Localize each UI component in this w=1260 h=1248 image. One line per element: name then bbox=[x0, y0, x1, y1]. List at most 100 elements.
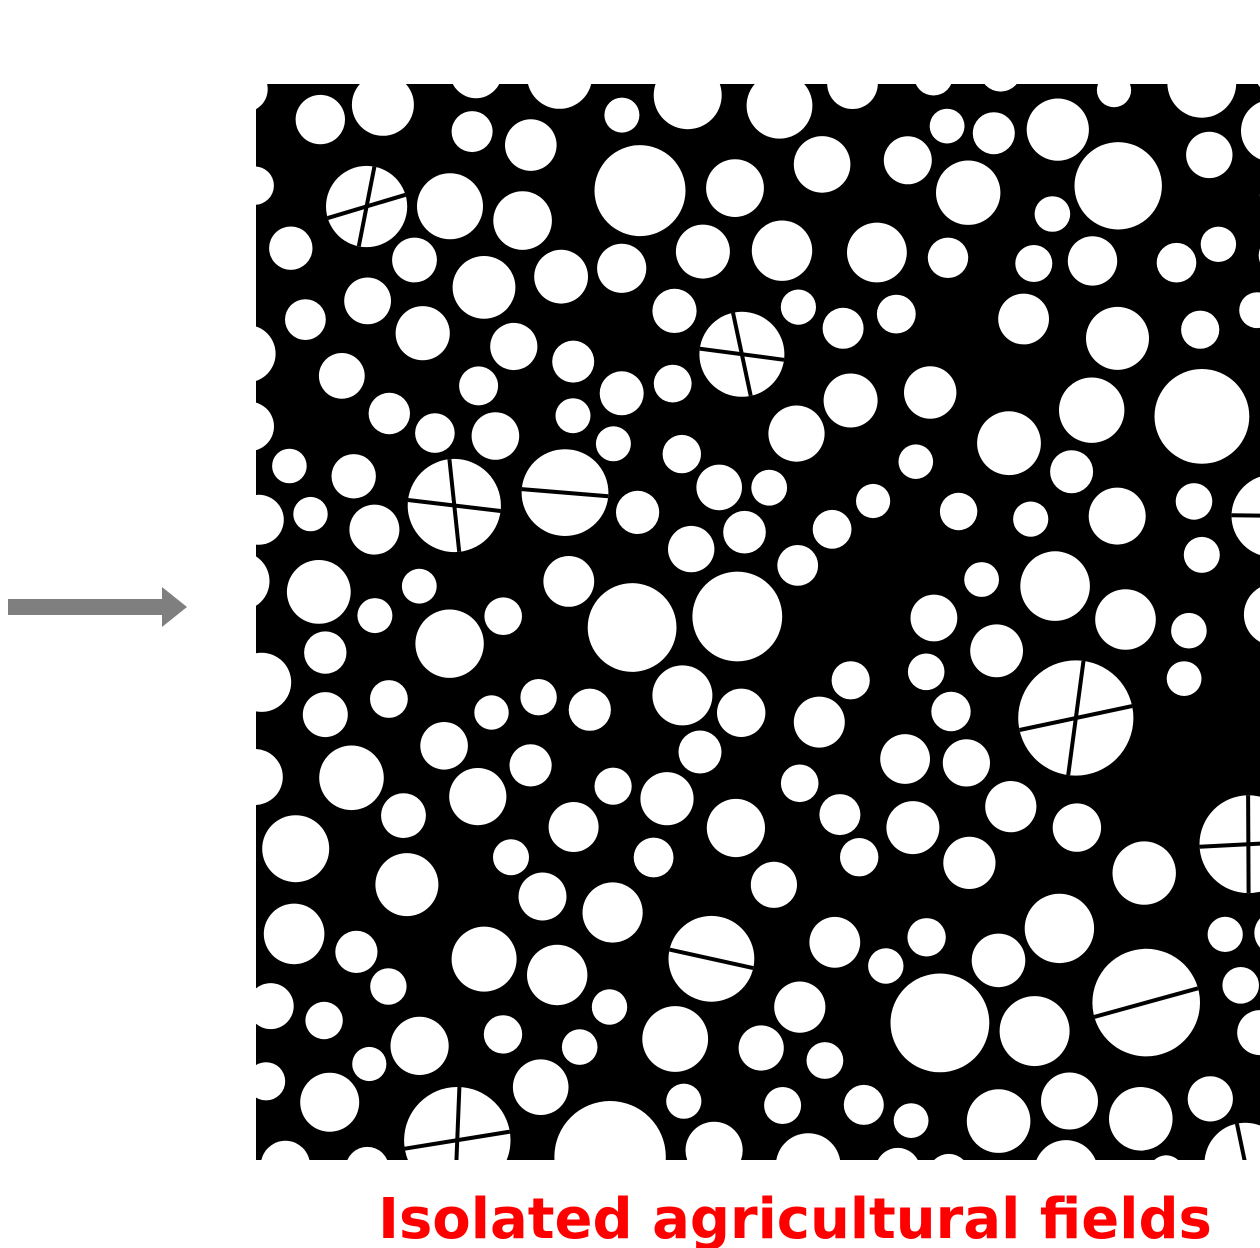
field bbox=[1201, 227, 1236, 262]
field bbox=[891, 974, 990, 1073]
field bbox=[527, 44, 592, 109]
field bbox=[794, 136, 851, 193]
field bbox=[415, 413, 455, 453]
field bbox=[943, 837, 995, 889]
field bbox=[823, 308, 864, 349]
field bbox=[807, 1042, 844, 1079]
field bbox=[459, 366, 498, 405]
field bbox=[346, 1147, 389, 1190]
field bbox=[285, 299, 326, 340]
field bbox=[936, 161, 1000, 225]
field bbox=[940, 493, 977, 530]
field bbox=[218, 325, 275, 382]
field bbox=[813, 510, 852, 549]
field bbox=[774, 982, 825, 1033]
field bbox=[868, 948, 903, 983]
field bbox=[272, 449, 307, 484]
field bbox=[211, 552, 270, 611]
field bbox=[886, 801, 939, 854]
field bbox=[357, 598, 392, 633]
field bbox=[232, 653, 291, 712]
arrow-head bbox=[162, 587, 187, 627]
field bbox=[998, 294, 1049, 345]
field bbox=[452, 927, 517, 992]
field bbox=[304, 631, 346, 673]
field bbox=[794, 697, 845, 748]
arrow-shaft bbox=[8, 599, 164, 615]
field bbox=[1208, 917, 1243, 952]
field bbox=[305, 1002, 342, 1039]
field bbox=[1113, 841, 1176, 904]
field bbox=[819, 794, 860, 835]
field bbox=[1027, 99, 1089, 161]
field bbox=[652, 665, 712, 725]
field bbox=[642, 1006, 708, 1072]
field bbox=[369, 393, 410, 434]
field bbox=[509, 744, 551, 786]
field bbox=[943, 739, 990, 786]
field bbox=[668, 526, 714, 572]
field bbox=[1015, 245, 1052, 282]
field bbox=[717, 689, 765, 737]
field bbox=[739, 1025, 784, 1070]
field bbox=[1086, 307, 1149, 370]
field bbox=[827, 58, 878, 109]
field bbox=[1013, 501, 1048, 536]
field bbox=[908, 654, 945, 691]
field bbox=[1095, 589, 1156, 650]
field bbox=[381, 793, 426, 838]
field bbox=[884, 136, 932, 184]
field bbox=[1167, 661, 1202, 696]
field bbox=[1181, 311, 1219, 349]
field bbox=[707, 799, 765, 857]
field bbox=[300, 1073, 359, 1132]
field bbox=[569, 689, 611, 731]
field bbox=[654, 365, 692, 403]
field bbox=[493, 191, 552, 250]
field bbox=[549, 802, 599, 852]
field bbox=[520, 679, 556, 715]
field bbox=[1186, 132, 1232, 178]
field bbox=[972, 934, 1026, 988]
field bbox=[1155, 369, 1250, 464]
field bbox=[248, 983, 294, 1029]
field bbox=[1222, 967, 1259, 1004]
field bbox=[1176, 483, 1213, 520]
field bbox=[616, 491, 659, 534]
field bbox=[519, 873, 567, 921]
field bbox=[964, 562, 999, 597]
field bbox=[1068, 236, 1117, 285]
field bbox=[899, 444, 934, 479]
field bbox=[600, 371, 644, 415]
field bbox=[604, 98, 639, 133]
field bbox=[296, 95, 345, 144]
field bbox=[417, 173, 483, 239]
field bbox=[764, 1087, 801, 1124]
field bbox=[928, 238, 968, 278]
field bbox=[352, 1047, 386, 1081]
field bbox=[1075, 142, 1162, 229]
field bbox=[269, 227, 312, 270]
field bbox=[484, 1015, 522, 1053]
field bbox=[666, 1084, 701, 1119]
field bbox=[840, 838, 878, 876]
caption: Isolated agricultural fields bbox=[378, 1187, 1212, 1248]
field bbox=[723, 511, 766, 554]
field bbox=[847, 223, 907, 283]
field bbox=[449, 768, 506, 825]
field bbox=[562, 1029, 598, 1065]
field bbox=[751, 862, 797, 908]
field bbox=[247, 1062, 285, 1100]
field bbox=[370, 680, 408, 718]
field bbox=[1053, 803, 1101, 851]
field bbox=[597, 244, 646, 293]
field bbox=[809, 917, 860, 968]
field bbox=[236, 166, 274, 204]
field bbox=[493, 839, 529, 875]
figure: Isolated agricultural fields bbox=[0, 0, 1260, 1248]
field bbox=[1089, 488, 1146, 545]
field bbox=[225, 402, 274, 451]
field bbox=[332, 454, 376, 498]
field bbox=[592, 989, 627, 1024]
field bbox=[1000, 996, 1070, 1066]
